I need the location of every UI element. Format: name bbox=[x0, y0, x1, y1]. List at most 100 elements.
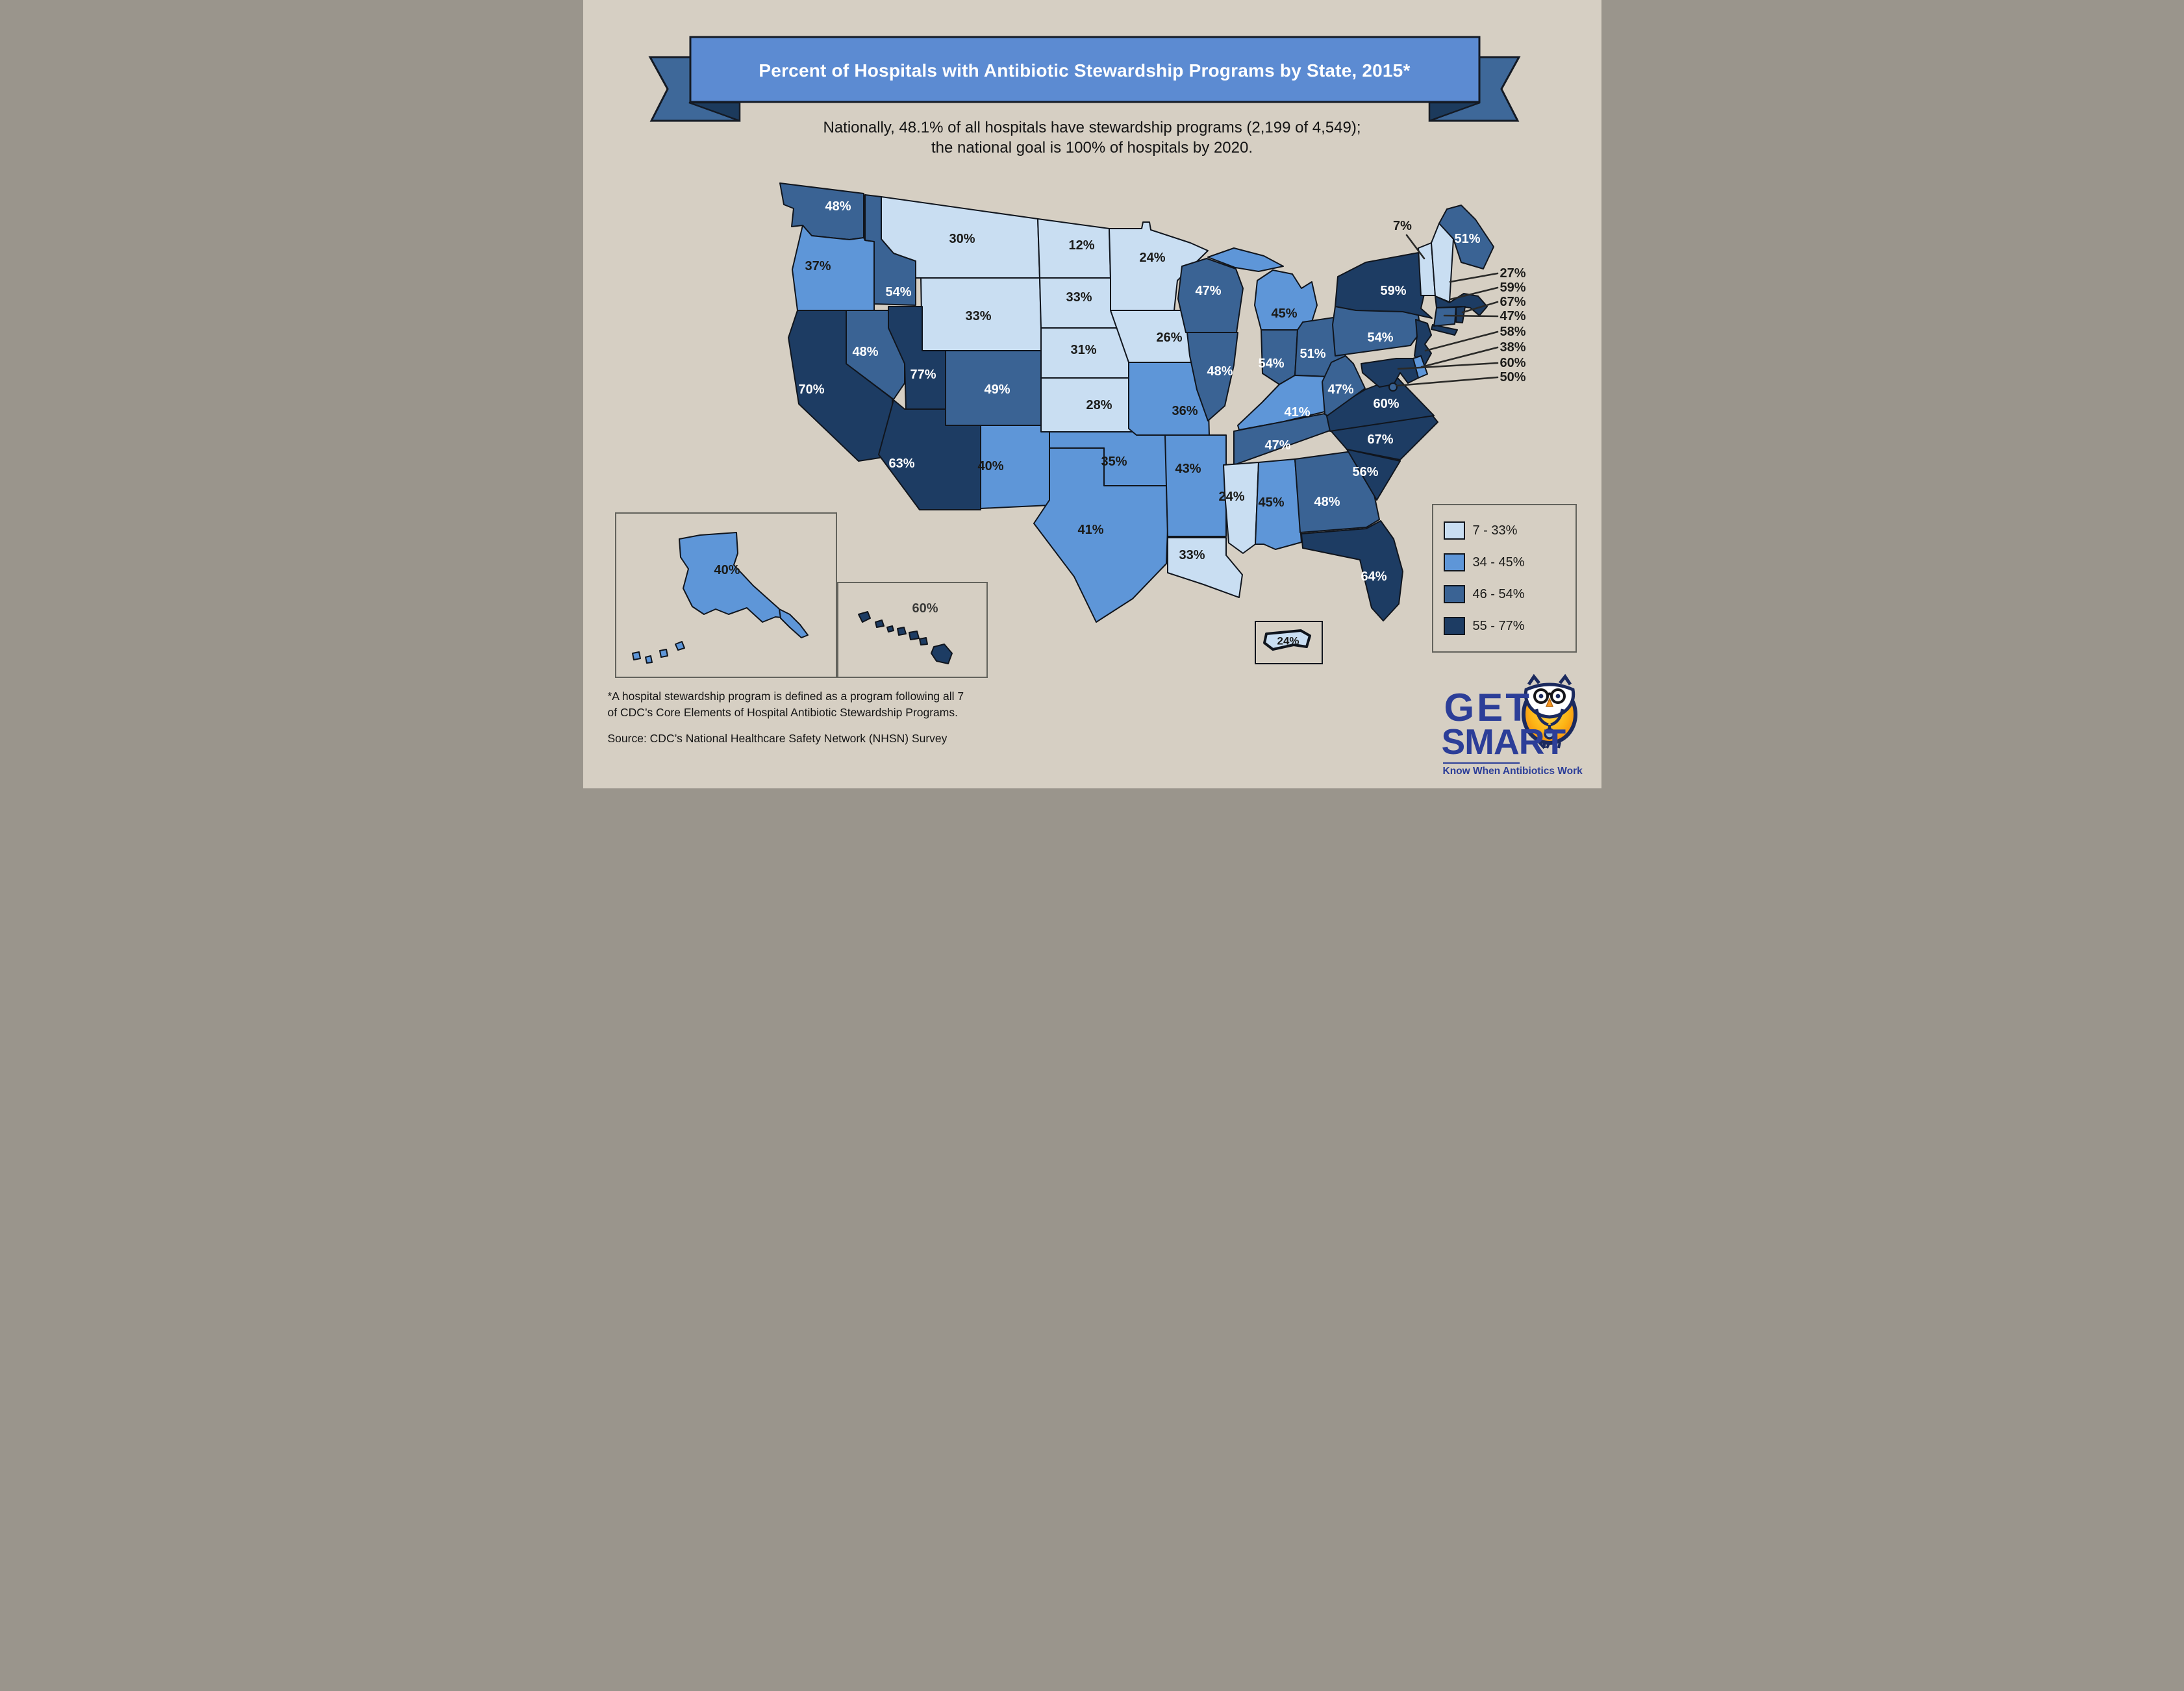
state-il bbox=[1186, 332, 1238, 421]
page-title: Percent of Hospitals with Antibiotic Ste… bbox=[759, 60, 1411, 81]
callout-label-nj: 58% bbox=[1500, 325, 1526, 339]
state-value-label-ar: 43% bbox=[1175, 462, 1201, 476]
state-nh bbox=[1430, 223, 1454, 303]
state-value-label-hi: 60% bbox=[912, 601, 938, 616]
state-tx bbox=[1033, 447, 1168, 623]
state-ny-long-island bbox=[1430, 324, 1458, 336]
state-value-label-ks: 28% bbox=[1086, 398, 1112, 412]
owl-eye-right bbox=[1555, 694, 1560, 699]
state-ny bbox=[1334, 251, 1433, 319]
state-la bbox=[1166, 537, 1243, 598]
callout-label-ct: 47% bbox=[1500, 309, 1526, 323]
callout-label-vt: 7% bbox=[1393, 219, 1412, 233]
alaska-inset-box bbox=[614, 512, 837, 678]
owl-eye-left bbox=[1538, 694, 1543, 699]
state-value-label-tx: 41% bbox=[1077, 523, 1104, 537]
state-value-label-nv: 48% bbox=[852, 345, 879, 359]
logo-tagline: Know When Antibiotics Work bbox=[1442, 766, 1583, 777]
state-value-label-fl: 64% bbox=[1361, 570, 1387, 584]
owl-feet bbox=[1538, 741, 1561, 749]
state-value-label-ia: 26% bbox=[1156, 331, 1183, 345]
state-value-label-wy: 33% bbox=[965, 309, 992, 323]
state-value-label-il: 48% bbox=[1207, 364, 1233, 379]
hawaii-inset bbox=[836, 582, 988, 678]
state-ct bbox=[1433, 307, 1457, 327]
state-value-label-va: 60% bbox=[1373, 397, 1400, 411]
legend-label-2: 34 - 45% bbox=[1472, 555, 1525, 570]
logo-rule bbox=[1442, 762, 1520, 764]
footnote-line-2: of CDC’s Core Elements of Hospital Antib… bbox=[607, 706, 958, 720]
owl-beak bbox=[1545, 697, 1553, 707]
callout-label-ri: 67% bbox=[1500, 295, 1526, 309]
alaska-inset bbox=[614, 512, 837, 678]
callout-label-ma: 59% bbox=[1500, 281, 1526, 295]
state-value-label-tn: 47% bbox=[1264, 438, 1291, 453]
state-ak bbox=[678, 532, 789, 623]
state-value-label-co: 49% bbox=[984, 382, 1010, 397]
state-value-label-ok: 35% bbox=[1101, 455, 1127, 469]
state-value-label-al: 45% bbox=[1258, 495, 1285, 510]
state-value-label-pa: 54% bbox=[1367, 331, 1394, 345]
leader-line-nj bbox=[1424, 331, 1498, 352]
owl-ears bbox=[1527, 673, 1572, 686]
state-fl bbox=[1300, 520, 1403, 621]
state-value-label-nm: 40% bbox=[977, 459, 1004, 473]
state-mn bbox=[1108, 221, 1209, 311]
state-nj bbox=[1413, 319, 1432, 368]
state-md bbox=[1360, 358, 1419, 388]
alaska-panhandle bbox=[778, 608, 809, 638]
state-value-label-oh: 51% bbox=[1299, 347, 1326, 361]
logo-word-get: GET bbox=[1444, 686, 1532, 729]
state-value-label-id: 54% bbox=[885, 285, 912, 299]
legend-label-1: 7 - 33% bbox=[1472, 523, 1518, 538]
state-ri bbox=[1455, 306, 1466, 323]
hawaii-island-6 bbox=[918, 637, 928, 645]
map-legend: 7 - 33% 34 - 45% 46 - 54% 55 - 77% bbox=[1431, 504, 1577, 653]
state-value-label-ne: 31% bbox=[1070, 343, 1097, 357]
state-dc bbox=[1388, 382, 1398, 392]
leader-line-nh bbox=[1449, 272, 1498, 283]
state-me bbox=[1438, 205, 1494, 269]
aleutian-island-4 bbox=[674, 641, 685, 651]
hawaii-island-big bbox=[930, 644, 953, 664]
source-note: Source: CDC’s National Healthcare Safety… bbox=[607, 732, 948, 745]
puerto-rico-inset-box bbox=[1254, 621, 1323, 664]
owl-glasses-bridge bbox=[1546, 692, 1552, 696]
callout-label-md: 60% bbox=[1500, 356, 1526, 370]
state-value-label-in: 54% bbox=[1258, 357, 1285, 371]
legend-label-3: 46 - 54% bbox=[1472, 586, 1525, 601]
state-value-label-mo: 36% bbox=[1172, 404, 1198, 418]
state-or bbox=[791, 225, 875, 311]
state-value-label-wv: 47% bbox=[1327, 382, 1354, 397]
state-value-label-ky: 41% bbox=[1284, 405, 1311, 420]
puerto-rico-inset bbox=[1254, 621, 1323, 664]
legend-row-4: 55 - 77% bbox=[1443, 617, 1575, 635]
legend-label-4: 55 - 77% bbox=[1472, 618, 1525, 633]
state-value-label-mt: 30% bbox=[949, 232, 975, 246]
state-value-label-ny: 59% bbox=[1380, 284, 1407, 298]
state-value-label-ga: 48% bbox=[1314, 495, 1340, 509]
state-ms bbox=[1222, 462, 1259, 554]
legend-swatch-4 bbox=[1443, 617, 1465, 635]
hawaii-island-5 bbox=[908, 631, 920, 640]
state-value-label-or: 37% bbox=[805, 259, 831, 273]
title-ribbon bbox=[647, 36, 1521, 122]
state-value-label-ms: 24% bbox=[1218, 490, 1245, 504]
footnote: *A hospital stewardship program is defin… bbox=[608, 688, 964, 721]
hawaii-island-4 bbox=[896, 627, 907, 636]
hawaii-island-3 bbox=[886, 625, 894, 633]
state-wi bbox=[1177, 258, 1244, 333]
leader-line-md bbox=[1397, 362, 1498, 370]
callout-label-dc: 50% bbox=[1500, 370, 1526, 384]
state-value-label-mi: 45% bbox=[1271, 307, 1298, 321]
callout-label-de: 38% bbox=[1500, 340, 1526, 355]
state-value-label-la: 33% bbox=[1179, 548, 1205, 562]
state-value-label-ut: 77% bbox=[910, 368, 936, 382]
state-mi-upper-peninsula bbox=[1207, 247, 1284, 272]
state-ar bbox=[1164, 434, 1227, 537]
state-value-label-mn: 24% bbox=[1139, 251, 1166, 265]
state-pr bbox=[1262, 629, 1311, 651]
state-mi bbox=[1253, 269, 1318, 331]
state-value-label-ca: 70% bbox=[798, 382, 825, 397]
leader-line-ri bbox=[1461, 301, 1498, 314]
